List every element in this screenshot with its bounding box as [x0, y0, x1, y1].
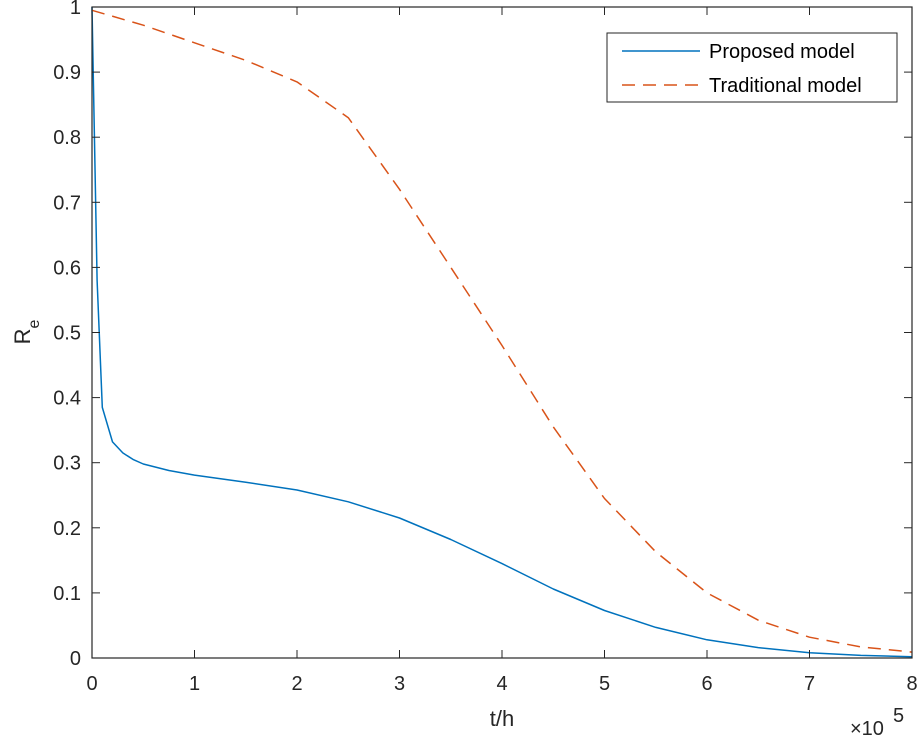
y-tick-label: 0.7 [53, 192, 81, 214]
svg-text:Re: Re [10, 320, 43, 345]
y-tick-label: 0.3 [53, 453, 81, 475]
y-tick-label: 0.8 [53, 127, 81, 149]
legend-label-proposed: Proposed model [709, 41, 855, 63]
x-tick-label: 5 [599, 673, 610, 695]
plot-area [92, 7, 912, 658]
x-tick-label: 1 [189, 673, 200, 695]
x-tick-label: 3 [394, 673, 405, 695]
x-tick-label: 7 [804, 673, 815, 695]
x-axis-label: t/h [490, 706, 514, 731]
y-axis-label-main: R [10, 329, 35, 345]
y-tick-label: 0.6 [53, 257, 81, 279]
y-tick-label: 0.1 [53, 583, 81, 605]
series-line-proposed-model [91, 6, 913, 658]
y-tick-label: 1 [70, 0, 81, 19]
legend: Proposed model Traditional model [606, 32, 898, 103]
x-tick-label: 4 [496, 673, 507, 695]
legend-label-traditional: Traditional model [709, 75, 862, 97]
y-tick-label: 0.2 [53, 518, 81, 540]
series-line-traditional-model [91, 9, 913, 653]
legend-box [606, 32, 898, 103]
x-tick-label: 8 [906, 673, 917, 695]
y-tick-label: 0.4 [53, 388, 81, 410]
y-axis-label: Re [10, 320, 43, 345]
y-tick-label: 0.9 [53, 62, 81, 84]
x-tick-label: 0 [86, 673, 97, 695]
y-tick-label: 0.5 [53, 323, 81, 345]
x-axis-multiplier: ×10 5 [850, 705, 904, 738]
y-tick-label: 0 [70, 648, 81, 670]
x-tick-label: 6 [701, 673, 712, 695]
plot-frame [91, 6, 913, 659]
y-axis-label-sub: e [26, 320, 43, 329]
series-layer [91, 6, 913, 658]
x-tick-label: 2 [291, 673, 302, 695]
x-axis-multiplier-base: ×10 [850, 718, 884, 738]
x-axis-multiplier-exponent: 5 [893, 705, 904, 727]
